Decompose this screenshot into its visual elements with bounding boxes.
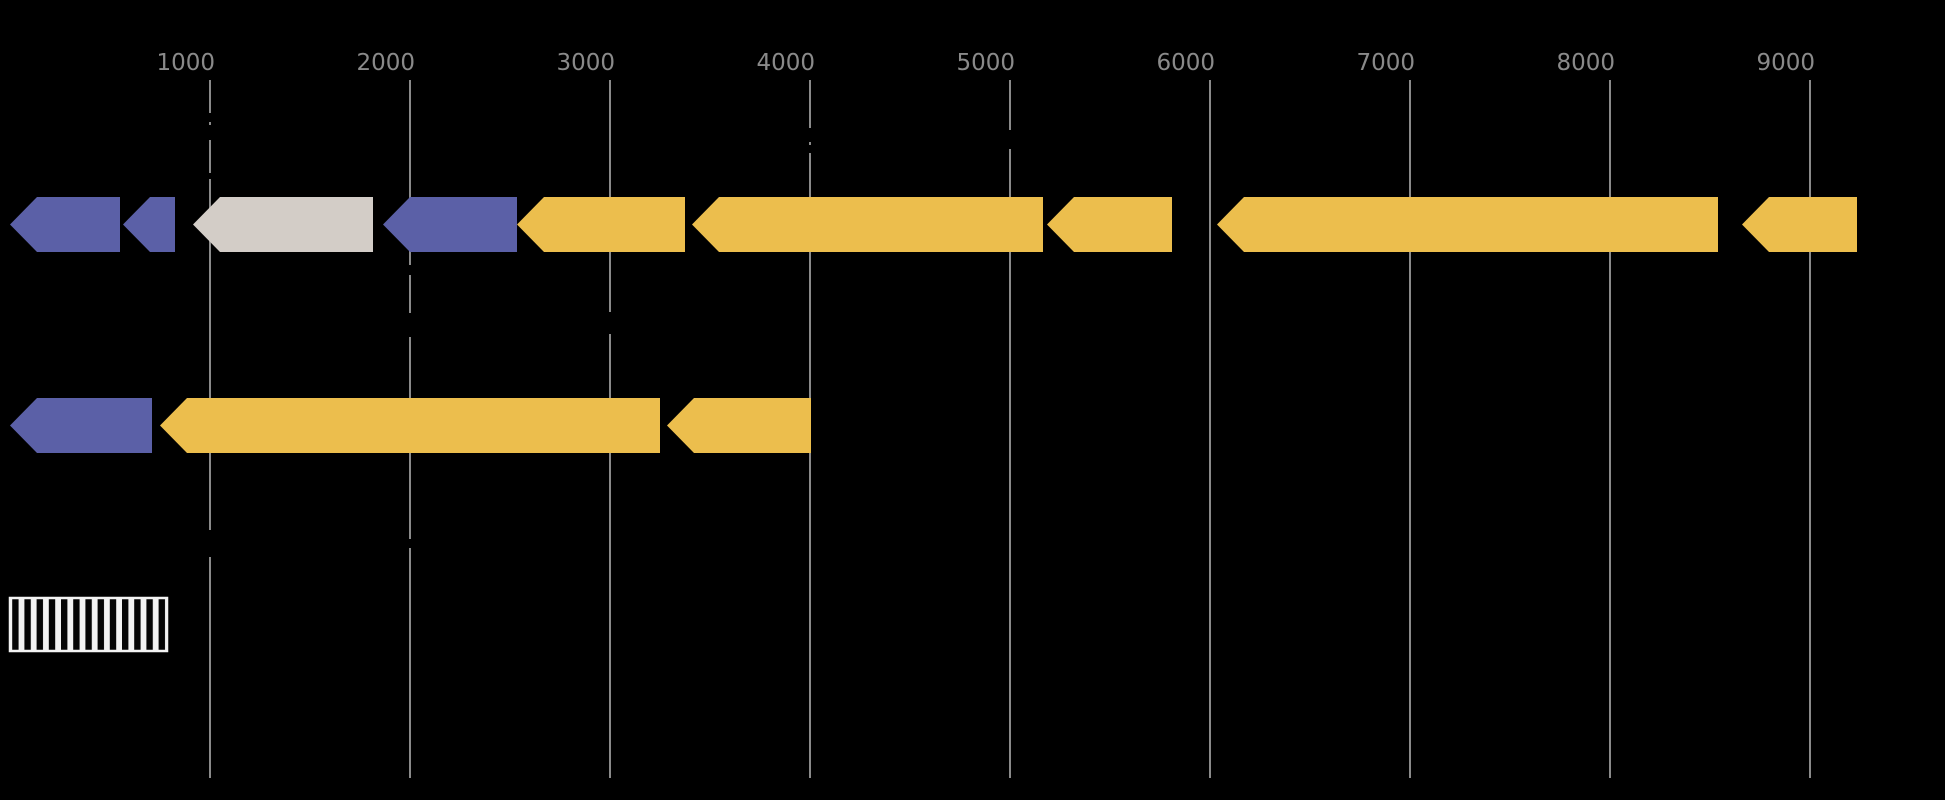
gridline-gap xyxy=(208,113,212,122)
gridline-gap xyxy=(808,128,812,142)
axis-tick-label: 4000 xyxy=(756,50,815,76)
gene-arrow xyxy=(1217,197,1718,252)
gridline-gap xyxy=(408,265,412,275)
axis-tick-label: 6000 xyxy=(1156,50,1215,76)
gridline-gap xyxy=(1008,130,1012,149)
axis-tick-label: 7000 xyxy=(1356,50,1415,76)
gene-arrow xyxy=(692,197,1043,252)
gridline-gap xyxy=(208,125,212,140)
gene-arrow xyxy=(10,197,120,252)
axis-tick-label: 3000 xyxy=(556,50,615,76)
gene-arrow xyxy=(383,197,517,252)
axis-tick-label: 9000 xyxy=(1756,50,1815,76)
axis-tick-label: 1000 xyxy=(156,50,215,76)
gridline-gap xyxy=(608,312,612,334)
axis-tick-label: 5000 xyxy=(956,50,1015,76)
gridline-gap xyxy=(408,313,412,337)
gene-arrow xyxy=(1047,197,1172,252)
gene-arrow xyxy=(10,398,152,453)
gridline-gap xyxy=(808,145,812,153)
gene-arrow xyxy=(123,197,175,252)
gene-arrow xyxy=(1742,197,1857,252)
gridline-gap xyxy=(208,173,212,179)
gene-arrow xyxy=(160,398,660,453)
gridline-gap xyxy=(408,539,412,548)
gridline-gap xyxy=(208,530,212,557)
axis-tick-label: 2000 xyxy=(356,50,415,76)
hatched-feature-box xyxy=(8,596,169,653)
axis-tick-label: 8000 xyxy=(1556,50,1615,76)
gene-arrow xyxy=(193,197,373,252)
gene-arrow xyxy=(517,197,685,252)
gene-arrow xyxy=(667,398,811,453)
